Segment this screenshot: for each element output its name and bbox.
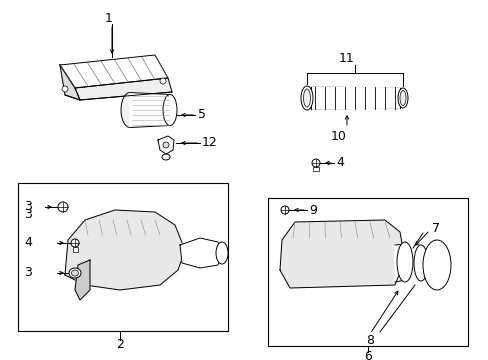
Polygon shape bbox=[180, 238, 222, 268]
Ellipse shape bbox=[397, 88, 407, 108]
Text: 5: 5 bbox=[198, 108, 205, 122]
Polygon shape bbox=[75, 260, 90, 300]
Text: 1: 1 bbox=[105, 12, 113, 24]
Bar bbox=[267, 198, 467, 346]
Text: 3: 3 bbox=[24, 201, 32, 213]
Circle shape bbox=[160, 78, 165, 84]
Ellipse shape bbox=[69, 268, 81, 278]
Polygon shape bbox=[60, 65, 80, 100]
Text: 7: 7 bbox=[431, 221, 439, 234]
Text: 3: 3 bbox=[24, 208, 32, 221]
Circle shape bbox=[163, 142, 169, 148]
Polygon shape bbox=[60, 55, 168, 88]
Circle shape bbox=[58, 202, 68, 212]
Circle shape bbox=[311, 159, 319, 167]
Bar bbox=[312, 167, 318, 171]
Bar bbox=[18, 183, 227, 331]
Text: 11: 11 bbox=[339, 51, 354, 64]
Ellipse shape bbox=[71, 270, 79, 276]
Ellipse shape bbox=[121, 93, 139, 127]
Text: 12: 12 bbox=[202, 136, 217, 149]
Ellipse shape bbox=[162, 154, 170, 160]
Polygon shape bbox=[75, 78, 172, 100]
Text: 3: 3 bbox=[24, 266, 32, 279]
Ellipse shape bbox=[216, 242, 227, 264]
Polygon shape bbox=[130, 93, 170, 127]
Polygon shape bbox=[158, 136, 174, 154]
Circle shape bbox=[281, 206, 288, 214]
Text: 6: 6 bbox=[364, 350, 371, 360]
Ellipse shape bbox=[413, 245, 427, 281]
Ellipse shape bbox=[303, 89, 310, 107]
Ellipse shape bbox=[301, 86, 312, 110]
Ellipse shape bbox=[396, 242, 412, 282]
Text: 10: 10 bbox=[330, 130, 346, 144]
Ellipse shape bbox=[399, 90, 405, 105]
Ellipse shape bbox=[422, 240, 450, 290]
Text: 8: 8 bbox=[365, 333, 373, 346]
Polygon shape bbox=[394, 244, 404, 282]
Circle shape bbox=[62, 86, 68, 92]
Text: 2: 2 bbox=[116, 338, 123, 351]
Circle shape bbox=[71, 239, 79, 247]
Polygon shape bbox=[310, 87, 399, 109]
Text: 4: 4 bbox=[24, 237, 32, 249]
Polygon shape bbox=[280, 220, 404, 288]
Bar bbox=[73, 247, 78, 252]
Text: 4: 4 bbox=[335, 157, 343, 170]
Polygon shape bbox=[65, 210, 184, 290]
Ellipse shape bbox=[163, 94, 177, 126]
Text: 9: 9 bbox=[308, 203, 316, 216]
